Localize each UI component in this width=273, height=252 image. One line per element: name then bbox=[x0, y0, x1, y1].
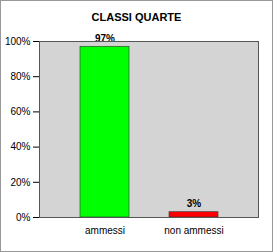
svg-text:3%: 3% bbox=[187, 198, 202, 209]
svg-text:60%: 60% bbox=[10, 106, 30, 117]
svg-text:80%: 80% bbox=[10, 71, 30, 82]
svg-text:40%: 40% bbox=[10, 141, 30, 152]
svg-text:ammessi: ammessi bbox=[85, 225, 125, 236]
svg-text:97%: 97% bbox=[95, 33, 115, 44]
svg-text:non ammessi: non ammessi bbox=[164, 225, 223, 236]
svg-text:0%: 0% bbox=[16, 212, 31, 223]
svg-text:100%: 100% bbox=[5, 36, 31, 47]
svg-text:20%: 20% bbox=[10, 177, 30, 188]
html-text:CLASSI QUARTE: CLASSI QUARTE bbox=[91, 11, 182, 23]
